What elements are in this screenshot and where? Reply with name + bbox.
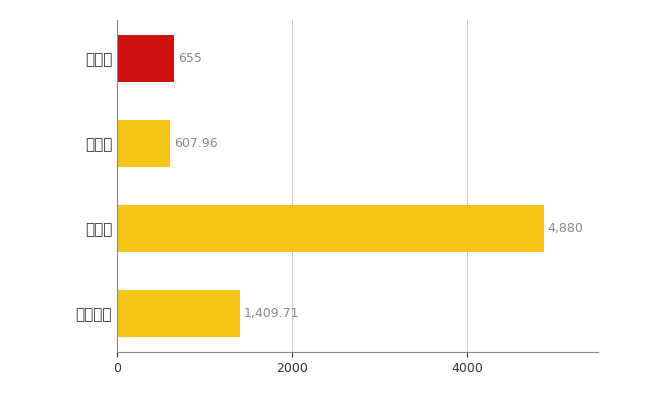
- Text: 607.96: 607.96: [174, 137, 217, 150]
- Bar: [117, 205, 544, 252]
- Bar: [117, 35, 174, 82]
- Bar: [117, 290, 240, 337]
- Text: 655: 655: [178, 52, 202, 65]
- Text: 1,409.71: 1,409.71: [244, 307, 299, 320]
- Bar: [117, 120, 170, 167]
- Text: 4,880: 4,880: [547, 222, 583, 235]
